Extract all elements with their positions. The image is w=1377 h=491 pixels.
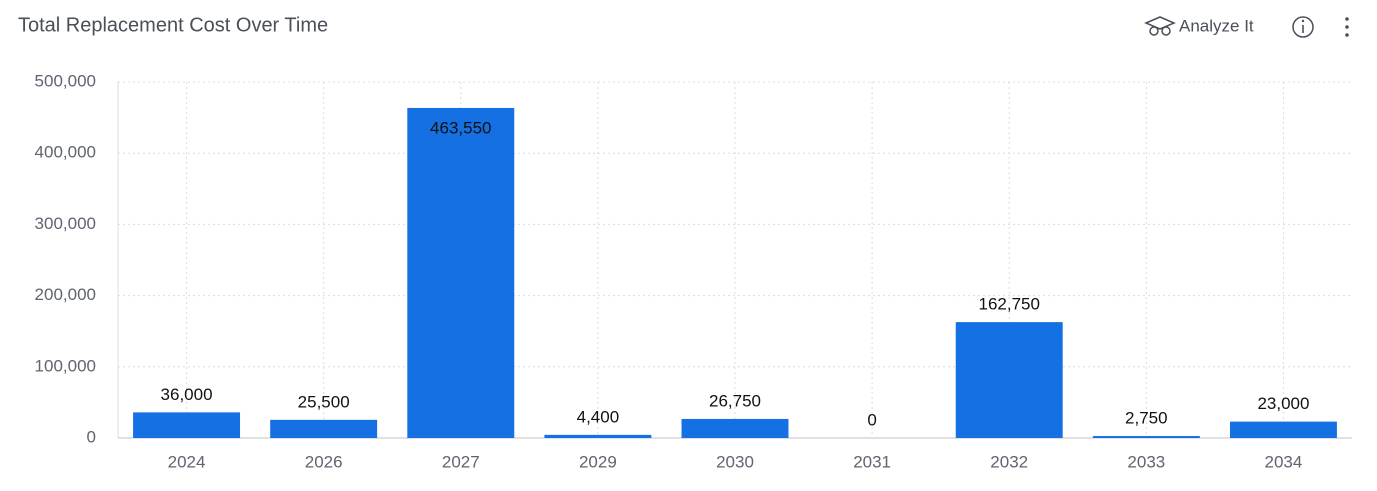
x-tick-label: 2034 [1265, 452, 1303, 471]
info-button[interactable] [1292, 16, 1314, 38]
analyze-icon [1144, 16, 1176, 36]
x-tick-label: 2030 [716, 452, 754, 471]
y-tick-label: 0 [87, 427, 96, 446]
data-label: 25,500 [298, 392, 350, 411]
y-tick-label: 400,000 [35, 143, 96, 162]
data-label: 36,000 [161, 385, 213, 404]
bar [681, 418, 789, 438]
x-tick-label: 2026 [305, 452, 343, 471]
menu-button[interactable] [1345, 17, 1349, 37]
y-tick-label: 300,000 [35, 214, 96, 233]
info-icon [1292, 16, 1314, 38]
y-tick-label: 200,000 [35, 285, 96, 304]
data-label: 23,000 [1257, 394, 1309, 413]
x-tick-label: 2029 [579, 452, 617, 471]
bar [544, 434, 652, 438]
x-tick-label: 2024 [168, 452, 206, 471]
data-label: 26,750 [709, 391, 761, 410]
data-label: 162,750 [978, 295, 1039, 314]
analyze-button[interactable]: Analyze It [1144, 16, 1254, 36]
data-label: 2,750 [1125, 409, 1168, 428]
data-label: 463,550 [430, 118, 491, 137]
x-tick-label: 2027 [442, 452, 480, 471]
bar [407, 107, 515, 439]
bar [133, 412, 241, 438]
analyze-label: Analyze It [1179, 16, 1254, 35]
bar [1229, 421, 1337, 438]
info-icon-dot [1301, 19, 1305, 23]
data-label: 0 [867, 410, 876, 429]
bar [955, 322, 1063, 438]
bar [1092, 436, 1200, 438]
bar [270, 419, 378, 438]
y-tick-label: 100,000 [35, 356, 96, 375]
x-tick-label: 2032 [990, 452, 1028, 471]
x-tick-label: 2033 [1127, 452, 1165, 471]
chart-title: Total Replacement Cost Over Time [18, 14, 328, 36]
data-label: 4,400 [577, 407, 620, 426]
x-tick-label: 2031 [853, 452, 891, 471]
y-tick-label: 500,000 [35, 71, 96, 90]
